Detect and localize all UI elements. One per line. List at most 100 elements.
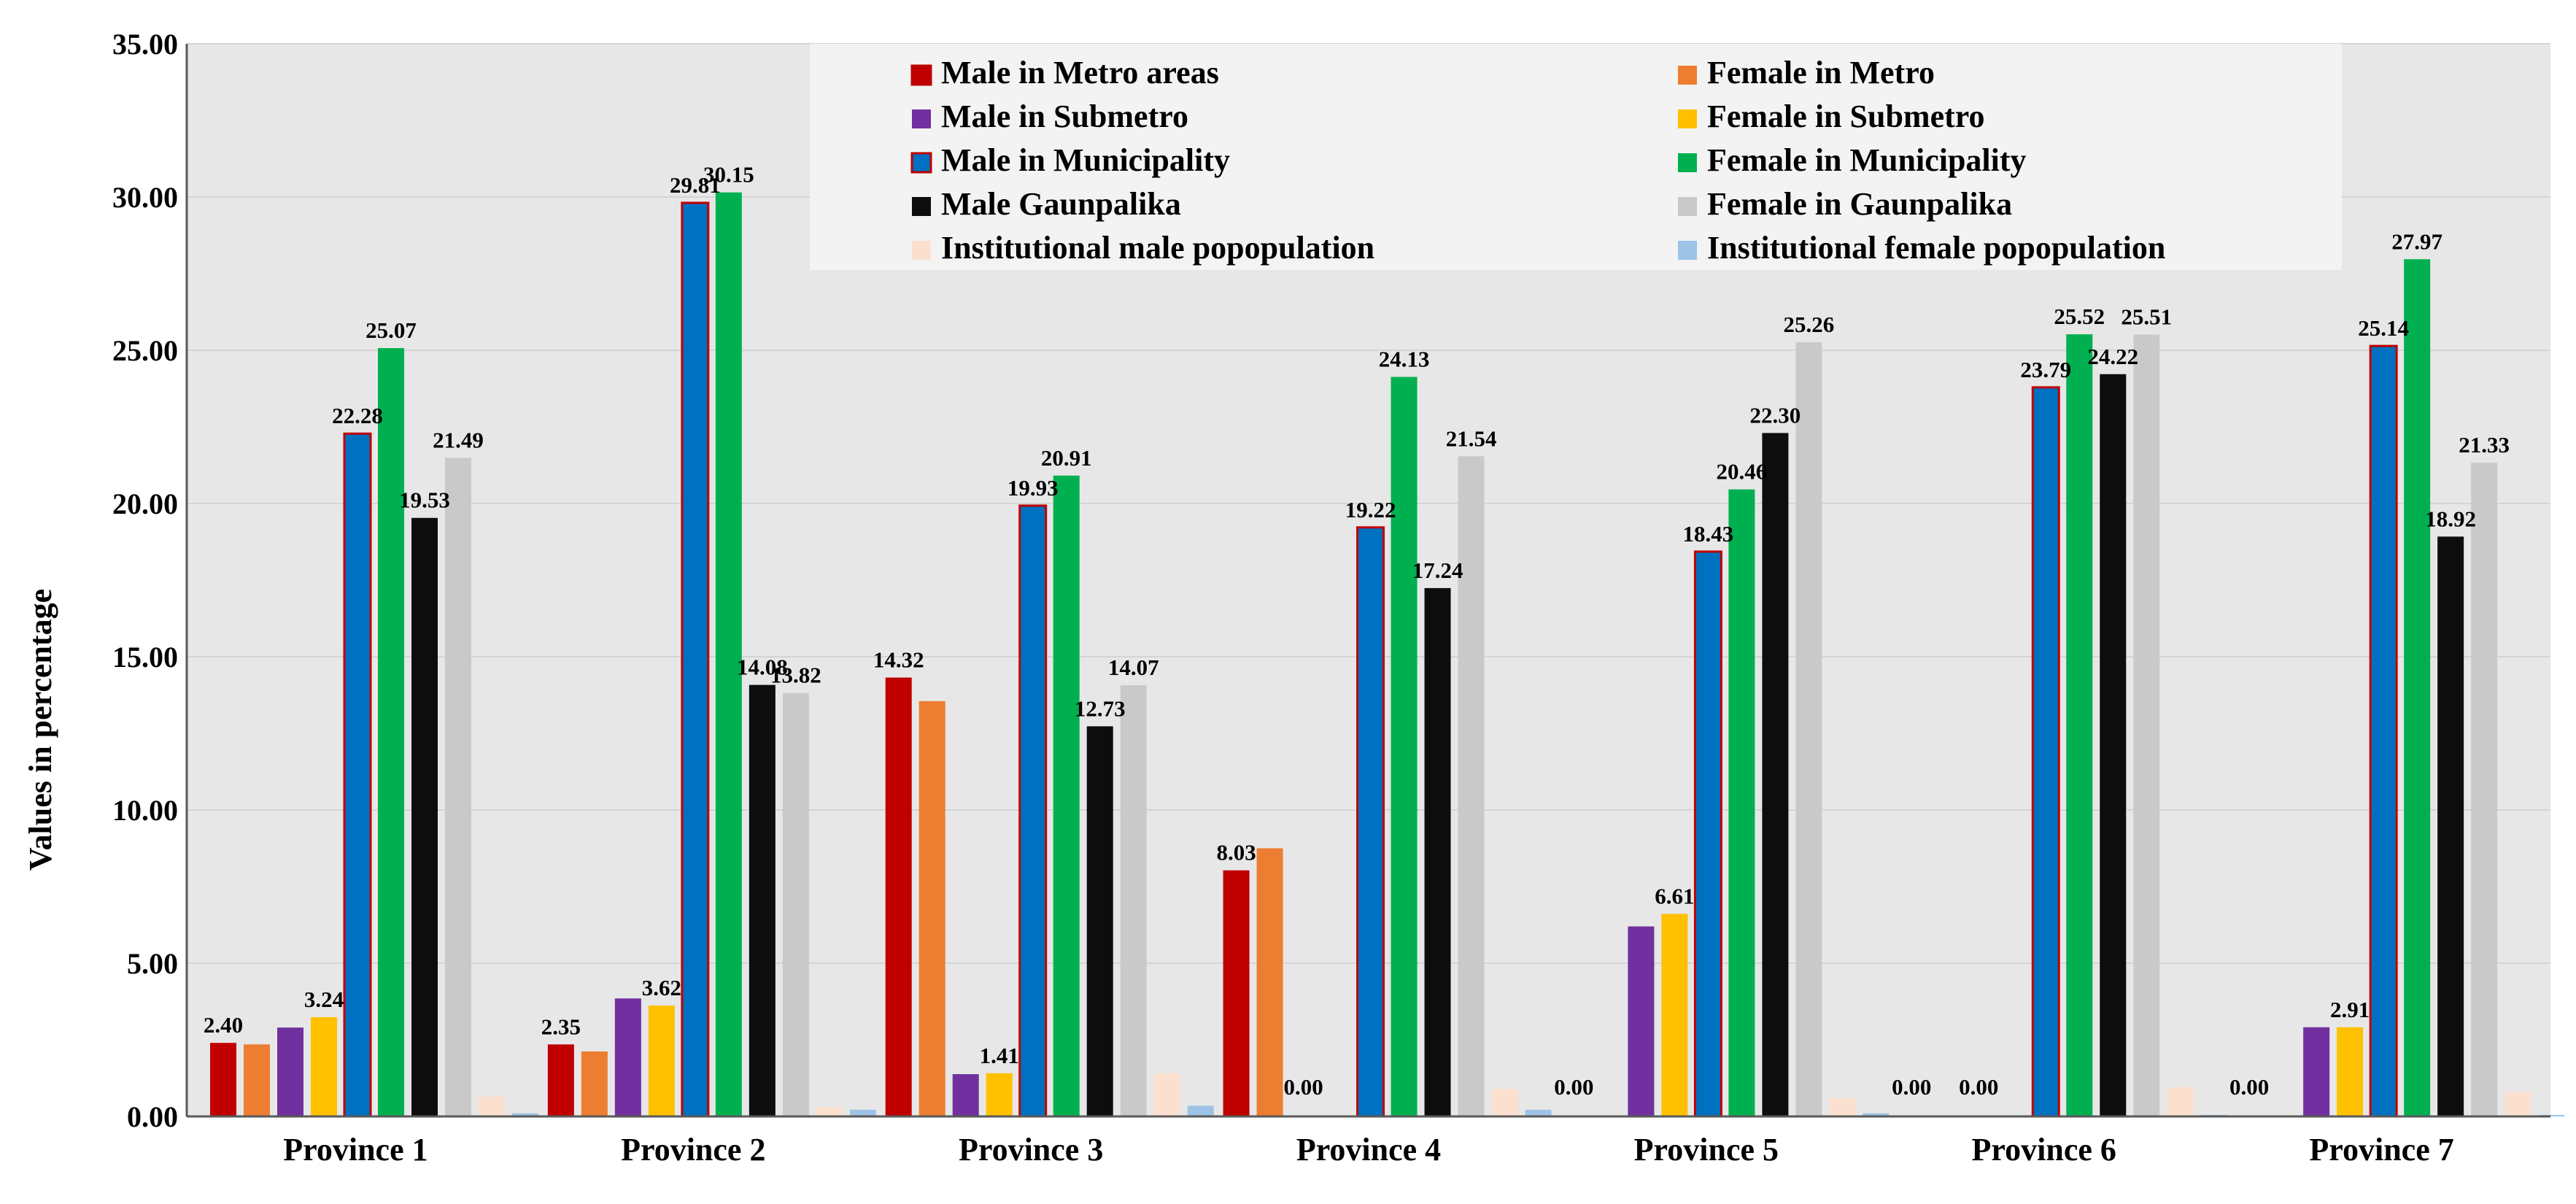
- y-tick-label: 5.00: [127, 947, 178, 980]
- bar: [1356, 526, 1385, 1118]
- data-label: 27.97: [2391, 228, 2442, 254]
- x-tick-label: Province 6: [1972, 1132, 2116, 1168]
- bar: [311, 1016, 337, 1116]
- bar: [547, 1044, 574, 1116]
- x-tick-label: Province 2: [621, 1132, 765, 1168]
- legend-label: Female in Gaunpalika: [1707, 186, 2012, 222]
- x-tick-label: Province 5: [1634, 1132, 1779, 1168]
- data-label: 24.22: [2087, 344, 2138, 369]
- bars: [210, 192, 2565, 1118]
- bar: [1256, 848, 1283, 1116]
- y-tick-label: 15.00: [112, 641, 178, 674]
- bar: [2031, 386, 2060, 1118]
- legend: Male in Metro areas Female in Metro Male i…: [810, 44, 2342, 270]
- bar: [378, 348, 404, 1116]
- bar: [1018, 504, 1048, 1118]
- legend-label: Institutional female popopulation: [1707, 230, 2165, 266]
- data-label: 0.00: [1283, 1074, 1323, 1100]
- bar: [986, 1073, 1013, 1116]
- data-label: 19.53: [399, 487, 450, 513]
- bar: [2538, 1114, 2565, 1116]
- data-label: 2.40: [204, 1012, 243, 1038]
- data-label: 3.62: [642, 975, 681, 1000]
- y-tick-label: 0.00: [127, 1100, 178, 1133]
- bar: [1223, 870, 1250, 1116]
- legend-label: Male in Municipality: [941, 142, 1230, 178]
- bar: [411, 517, 438, 1116]
- legend-swatch: [910, 64, 932, 86]
- data-label: 21.49: [433, 427, 484, 452]
- bar: [614, 998, 641, 1116]
- bar: [1795, 342, 1822, 1117]
- x-tick-label: Province 1: [283, 1132, 428, 1168]
- data-label: 22.28: [332, 403, 383, 428]
- bar: [2303, 1027, 2330, 1116]
- bar: [1728, 489, 1755, 1116]
- legend-box: [810, 44, 2342, 270]
- legend-swatch: [912, 109, 931, 128]
- bar: [2066, 334, 2093, 1116]
- bar: [1863, 1113, 1890, 1116]
- data-label: 24.13: [1379, 347, 1430, 372]
- data-label: 25.07: [365, 317, 417, 343]
- bar: [1153, 1073, 1180, 1116]
- data-label: 0.00: [2229, 1074, 2269, 1100]
- legend-label: Male in Metro areas: [941, 55, 1219, 90]
- data-label: 3.24: [304, 987, 344, 1012]
- bar: [816, 1107, 843, 1116]
- bar: [782, 692, 809, 1116]
- data-label: 8.03: [1216, 840, 1256, 865]
- bar: [1661, 914, 1688, 1116]
- bar: [2337, 1027, 2364, 1116]
- bar: [952, 1074, 979, 1116]
- legend-label: Male in Submetro: [941, 99, 1188, 134]
- data-label: 1.41: [980, 1043, 1019, 1068]
- data-label: 25.51: [2121, 304, 2172, 330]
- legend-label: Female in Metro: [1707, 55, 1935, 90]
- bar: [1120, 685, 1147, 1116]
- legend-swatch: [912, 197, 931, 216]
- bar: [210, 1043, 236, 1116]
- data-label: 17.24: [1412, 557, 1463, 583]
- bar: [512, 1113, 538, 1116]
- data-label: 20.46: [1717, 459, 1768, 485]
- bar: [849, 1109, 876, 1116]
- data-label: 0.00: [1959, 1074, 1998, 1100]
- bar: [1053, 475, 1080, 1116]
- bar: [2369, 344, 2398, 1118]
- data-label: 2.35: [541, 1014, 581, 1039]
- data-labels: 2.40 3.24 22.28 25.07 19.53 21.49 2.35 3.62 29.8…: [204, 162, 2510, 1100]
- data-label: 13.82: [770, 663, 821, 688]
- data-label: 18.43: [1683, 521, 1734, 547]
- bar: [1391, 377, 1417, 1116]
- data-label: 0.00: [1892, 1074, 1931, 1100]
- bar: [885, 677, 912, 1116]
- bar: [1628, 926, 1655, 1116]
- bar: [1458, 456, 1485, 1116]
- x-tick-label: Province 7: [2309, 1132, 2453, 1168]
- bar: [1491, 1089, 1518, 1116]
- bar: [2100, 374, 2127, 1116]
- data-label: 14.08: [737, 655, 788, 680]
- data-label: 0.00: [1554, 1074, 1593, 1100]
- y-tick-label: 35.00: [112, 28, 178, 61]
- bar: [1693, 550, 1722, 1118]
- data-label: 19.22: [1345, 497, 1396, 522]
- legend-swatch: [1678, 153, 1697, 172]
- bar: [244, 1044, 270, 1116]
- bar: [479, 1096, 505, 1116]
- data-label: 14.32: [873, 647, 924, 673]
- legend-swatch: [910, 152, 932, 174]
- bar: [715, 192, 742, 1117]
- bar: [648, 1005, 675, 1116]
- legend-swatch: [1678, 197, 1697, 216]
- y-tick-label: 10.00: [112, 794, 178, 827]
- bar: [1525, 1109, 1552, 1116]
- bar: [277, 1027, 303, 1116]
- legend-swatch: [1678, 66, 1697, 85]
- y-tick-label: 25.00: [112, 334, 178, 367]
- bar: [2167, 1087, 2194, 1116]
- data-label: 21.54: [1446, 425, 1497, 451]
- bar: [1424, 587, 1451, 1116]
